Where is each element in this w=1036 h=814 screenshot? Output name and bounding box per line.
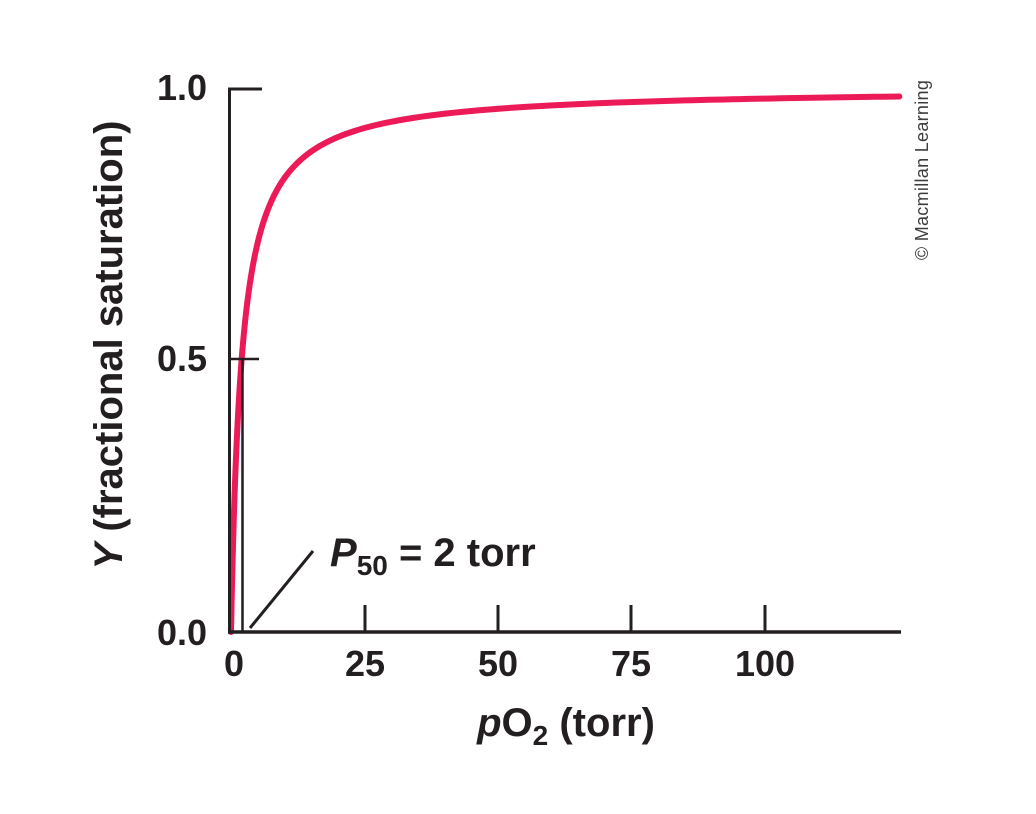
p50-annotation-subscript: 50 <box>357 550 388 581</box>
p50-annotation: P50 = 2 torr <box>330 531 536 581</box>
x-tick-label-100: 100 <box>735 643 795 684</box>
y-axis-label-variable: Y <box>87 539 131 569</box>
x-axis-label-p: p <box>476 701 501 745</box>
y-axis-label-rest: (fractional saturation) <box>87 121 131 543</box>
x-axis-label: pO2 (torr) <box>476 701 655 751</box>
x-tick-label-75: 75 <box>611 643 651 684</box>
p50-annotation-value: = 2 torr <box>388 531 536 575</box>
x-axis-label-unit: (torr) <box>548 701 655 745</box>
y-tick-label-0-0: 0.0 <box>157 612 207 653</box>
y-tick-label-1-0: 1.0 <box>157 67 207 108</box>
x-tick-label-0: 0 <box>224 643 244 684</box>
p50-annotation-symbol: P <box>330 531 357 575</box>
x-tick-label-25: 25 <box>345 643 385 684</box>
binding-curve <box>228 93 903 635</box>
annotation-leader-line <box>248 550 315 629</box>
x-axis-label-O: O <box>502 701 533 745</box>
y-tick-label-0-5: 0.5 <box>157 338 207 379</box>
credit-macmillan: © Macmillan Learning <box>912 80 932 260</box>
x-tick-label-50: 50 <box>478 643 518 684</box>
y-axis-label: Y (fractional saturation) <box>87 121 131 570</box>
x-axis-label-subscript: 2 <box>533 720 549 751</box>
